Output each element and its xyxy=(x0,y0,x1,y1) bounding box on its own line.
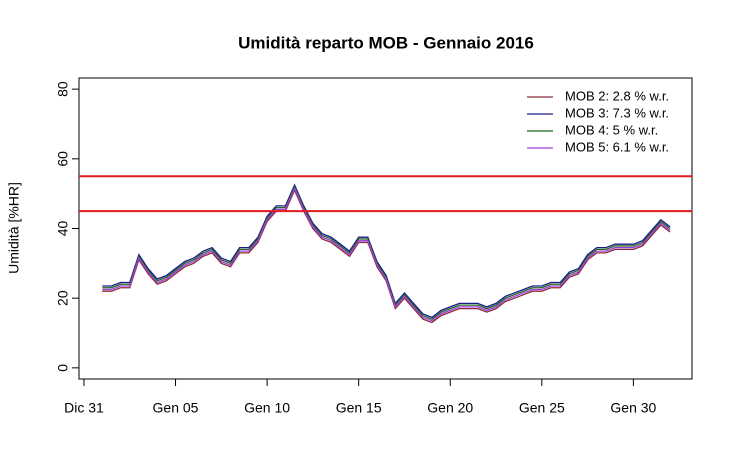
data-line xyxy=(102,185,671,320)
legend-label: MOB 4: 5 % w.r. xyxy=(565,122,658,137)
y-tick-label: 60 xyxy=(55,151,71,167)
y-tick-label: 80 xyxy=(55,81,71,97)
y-axis-label: Umidità [%HR] xyxy=(6,182,22,274)
x-tick-label: Dic 31 xyxy=(64,400,104,416)
y-tick-label: 40 xyxy=(55,221,71,237)
x-tick-label: Gen 15 xyxy=(336,400,382,416)
chart-title: Umidità reparto MOB - Gennaio 2016 xyxy=(238,33,534,52)
y-tick-label: 0 xyxy=(55,364,71,372)
x-tick-label: Gen 10 xyxy=(244,400,290,416)
x-tick-label: Gen 05 xyxy=(153,400,199,416)
legend-label: MOB 2: 2.8 % w.r. xyxy=(565,88,669,103)
data-line xyxy=(102,188,671,324)
x-tick-label: Gen 20 xyxy=(427,400,473,416)
legend-label: MOB 5: 6.1 % w.r. xyxy=(565,139,669,154)
x-tick-label: Gen 30 xyxy=(610,400,656,416)
data-line xyxy=(102,183,671,319)
y-tick-label: 20 xyxy=(55,290,71,306)
data-line xyxy=(102,186,671,322)
x-tick-label: Gen 25 xyxy=(519,400,565,416)
legend-label: MOB 3: 7.3 % w.r. xyxy=(565,105,669,120)
